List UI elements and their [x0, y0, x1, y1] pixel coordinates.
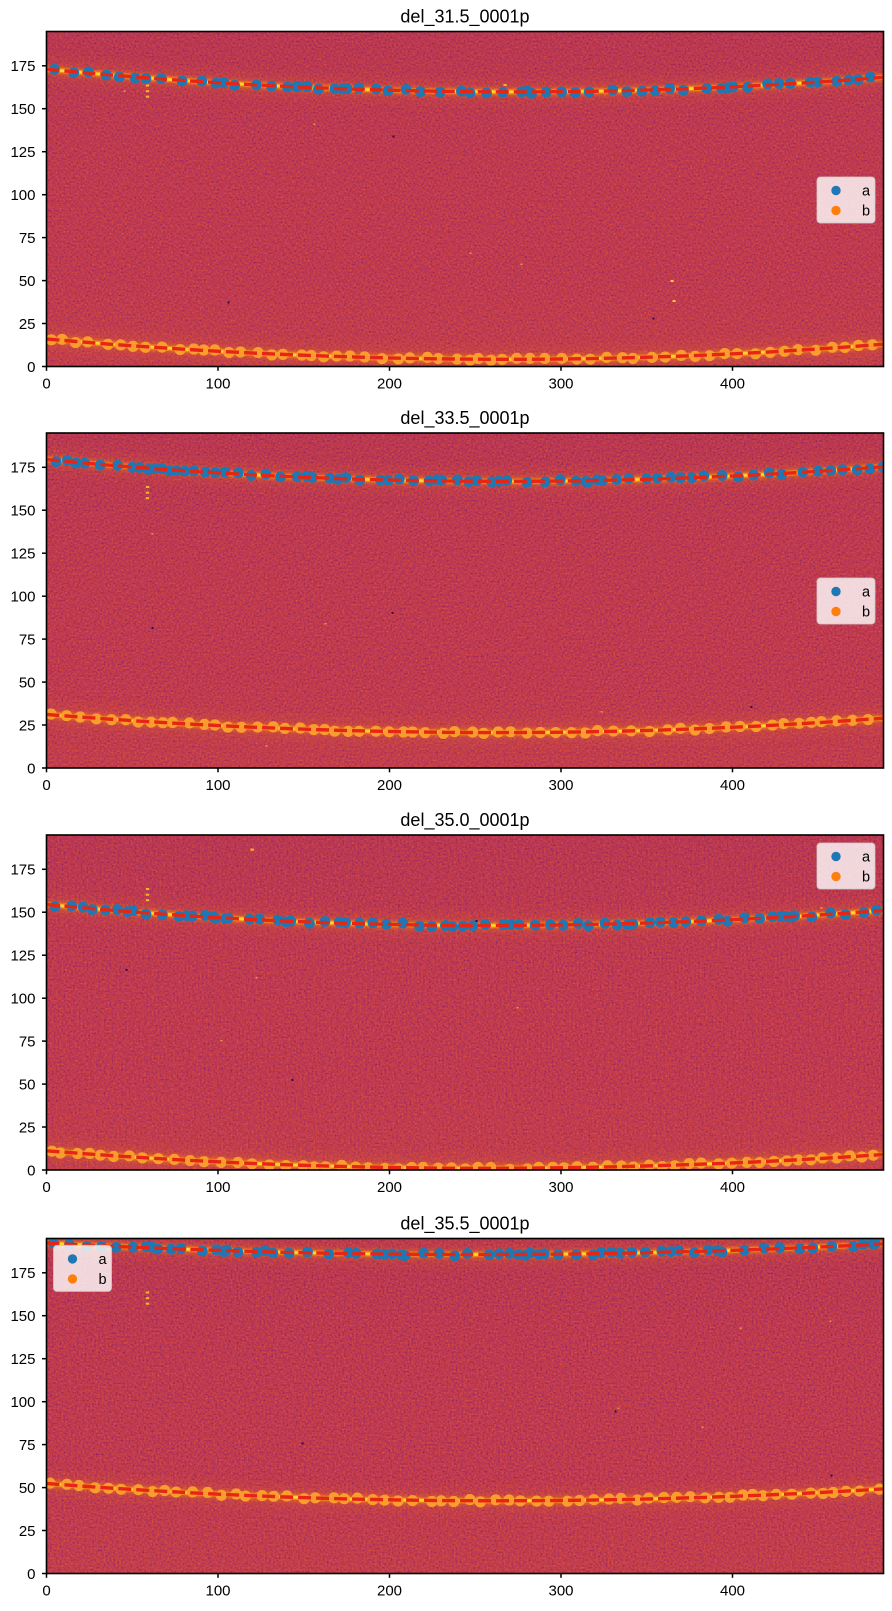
svg-text:a: a — [99, 1252, 108, 1268]
svg-text:25: 25 — [19, 1119, 36, 1136]
svg-text:100: 100 — [10, 991, 35, 1008]
svg-text:200: 200 — [377, 777, 402, 794]
svg-text:100: 100 — [10, 589, 35, 606]
svg-text:a: a — [862, 850, 871, 866]
svg-text:0: 0 — [27, 760, 35, 777]
svg-text:del_31.5_0001p: del_31.5_0001p — [400, 7, 529, 28]
svg-text:0: 0 — [42, 1179, 50, 1196]
svg-text:150: 150 — [10, 1308, 35, 1325]
svg-text:100: 100 — [10, 187, 35, 204]
svg-text:b: b — [862, 605, 870, 621]
svg-text:a: a — [862, 184, 871, 200]
svg-text:175: 175 — [10, 460, 35, 477]
svg-text:100: 100 — [205, 1179, 230, 1196]
svg-text:300: 300 — [548, 1583, 573, 1600]
svg-text:400: 400 — [720, 376, 745, 393]
svg-text:75: 75 — [19, 1437, 36, 1454]
svg-text:100: 100 — [10, 1394, 35, 1411]
svg-text:25: 25 — [19, 316, 36, 333]
svg-text:125: 125 — [10, 948, 35, 965]
svg-text:400: 400 — [720, 1179, 745, 1196]
svg-text:100: 100 — [205, 376, 230, 393]
svg-text:175: 175 — [10, 1265, 35, 1282]
svg-text:300: 300 — [548, 376, 573, 393]
svg-text:125: 125 — [10, 546, 35, 563]
svg-text:a: a — [862, 585, 871, 601]
svg-text:0: 0 — [42, 1583, 50, 1600]
svg-text:150: 150 — [10, 503, 35, 520]
svg-text:50: 50 — [19, 1480, 36, 1497]
svg-text:175: 175 — [10, 58, 35, 75]
svg-text:400: 400 — [720, 777, 745, 794]
svg-text:50: 50 — [19, 1077, 36, 1094]
svg-text:300: 300 — [548, 777, 573, 794]
svg-text:175: 175 — [10, 862, 35, 879]
svg-text:400: 400 — [720, 1583, 745, 1600]
svg-text:25: 25 — [19, 717, 36, 734]
svg-text:b: b — [99, 1272, 107, 1288]
svg-text:del_35.0_0001p: del_35.0_0001p — [400, 810, 529, 831]
svg-text:50: 50 — [19, 675, 36, 692]
svg-text:0: 0 — [27, 1566, 35, 1583]
svg-text:b: b — [862, 870, 870, 886]
svg-text:50: 50 — [19, 273, 36, 290]
svg-text:100: 100 — [205, 1583, 230, 1600]
svg-text:150: 150 — [10, 101, 35, 118]
svg-text:75: 75 — [19, 632, 36, 649]
svg-text:0: 0 — [27, 359, 35, 376]
svg-text:125: 125 — [10, 1351, 35, 1368]
svg-text:0: 0 — [42, 376, 50, 393]
svg-text:200: 200 — [377, 376, 402, 393]
svg-text:125: 125 — [10, 144, 35, 161]
svg-text:del_33.5_0001p: del_33.5_0001p — [400, 408, 529, 429]
svg-text:75: 75 — [19, 1034, 36, 1051]
svg-text:25: 25 — [19, 1523, 36, 1540]
svg-text:b: b — [862, 204, 870, 220]
svg-text:0: 0 — [27, 1162, 35, 1179]
svg-text:del_35.5_0001p: del_35.5_0001p — [400, 1214, 529, 1235]
svg-text:300: 300 — [548, 1179, 573, 1196]
svg-text:150: 150 — [10, 905, 35, 922]
svg-text:0: 0 — [42, 777, 50, 794]
svg-text:75: 75 — [19, 230, 36, 247]
svg-text:100: 100 — [205, 777, 230, 794]
svg-text:200: 200 — [377, 1179, 402, 1196]
svg-text:200: 200 — [377, 1583, 402, 1600]
